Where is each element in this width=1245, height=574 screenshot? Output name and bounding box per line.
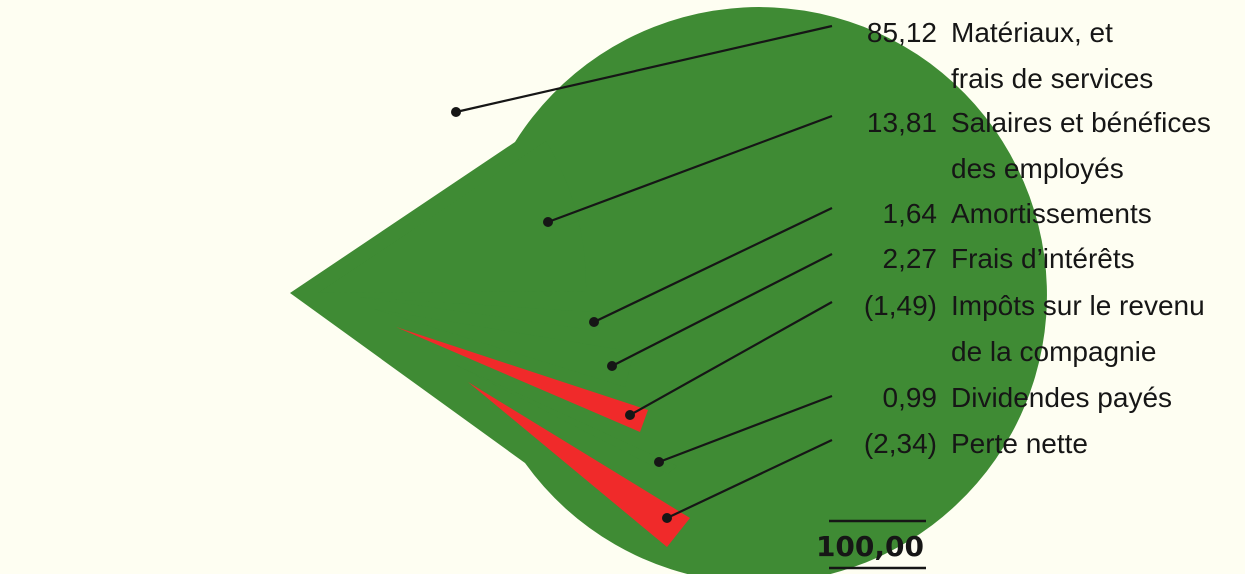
slice-name-label: Amortissements: [951, 198, 1152, 229]
pie-slice: [468, 382, 690, 547]
slice-value-label: 0,99: [883, 382, 938, 413]
leader-line: [611, 253, 833, 367]
leader-dot: [543, 217, 553, 227]
leader-dot: [607, 361, 617, 371]
total-group: 100,00: [816, 519, 926, 570]
total-value: 100,00: [816, 530, 924, 563]
pie-slice: [358, 297, 608, 331]
slice-name-label: Salaires et bénéfices: [951, 107, 1211, 138]
pie-slice: [396, 327, 648, 432]
leader-dot: [662, 513, 672, 523]
leader-dot: [589, 317, 599, 327]
slice-value-label: (2,34): [864, 428, 937, 459]
leader-lines: [451, 24, 833, 523]
slice-name-label: frais de services: [951, 63, 1153, 94]
pie-slice: [456, 365, 677, 474]
slice-value-label: 13,81: [867, 107, 937, 138]
slice-name-label: Impôts sur le revenu: [951, 290, 1205, 321]
leader-line: [658, 394, 833, 464]
leader-dot: [625, 410, 635, 420]
leader-dot: [654, 457, 664, 467]
slice-name-label: de la compagnie: [951, 336, 1156, 367]
pie-slice: [318, 141, 587, 293]
leader-line: [593, 207, 833, 323]
leader-line: [547, 114, 833, 224]
leader-line: [666, 439, 833, 519]
pie-slice: [290, 7, 1047, 574]
slice-name-label: Dividendes payés: [951, 382, 1172, 413]
slice-value-label: 2,27: [883, 243, 938, 274]
slice-value-label: 1,64: [883, 198, 938, 229]
slice-name-label: Perte nette: [951, 428, 1088, 459]
slice-name-label: Matériaux, et: [951, 17, 1113, 48]
leader-dot: [451, 107, 461, 117]
leader-line: [455, 24, 833, 114]
slice-value-label: 85,12: [867, 17, 937, 48]
pie-slice: [374, 309, 634, 387]
slice-value-label: (1,49): [864, 290, 937, 321]
slice-name-label: Frais d’intérêts: [951, 243, 1135, 274]
slice-labels: 85,12 Matériaux, et frais de services 13,81…: [864, 17, 1211, 459]
leader-line: [629, 301, 833, 416]
pie-slices: [290, 7, 1047, 574]
slice-name-label: des employés: [951, 153, 1124, 184]
